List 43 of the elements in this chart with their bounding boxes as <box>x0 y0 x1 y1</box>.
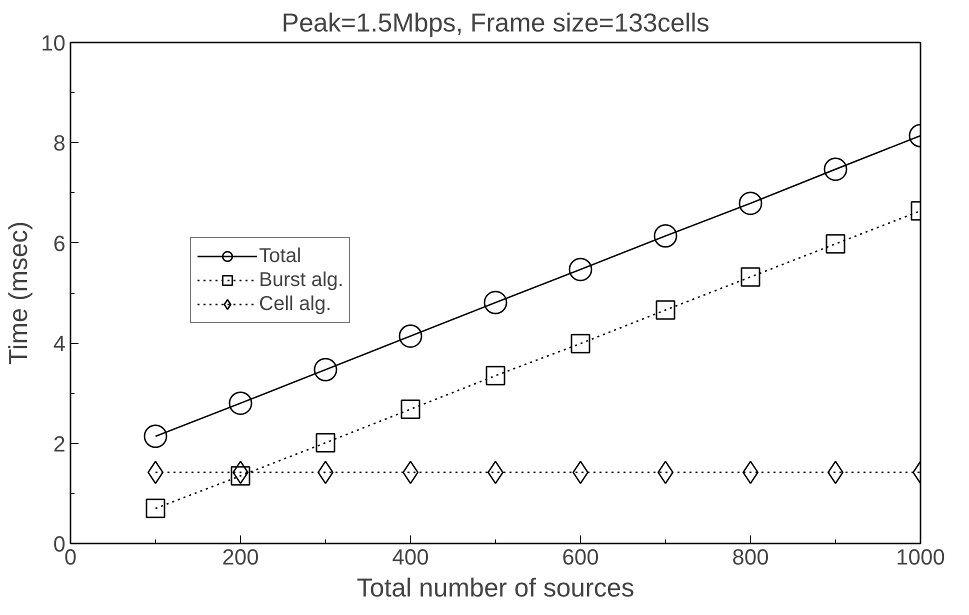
point <box>656 300 676 320</box>
point <box>316 433 336 453</box>
point <box>654 224 678 248</box>
point <box>487 460 504 484</box>
point <box>824 158 848 181</box>
legend-label: Cell alg. <box>259 292 332 316</box>
point <box>230 466 250 486</box>
point <box>572 460 589 484</box>
y-tick-label: 6 <box>53 230 66 256</box>
point <box>484 290 508 314</box>
point <box>400 399 420 419</box>
legend-label: Total <box>259 244 302 268</box>
point <box>146 498 166 518</box>
y-tick-label: 4 <box>53 331 66 356</box>
x-tick-label: 400 <box>392 544 429 570</box>
point <box>147 460 164 484</box>
y-axis-title: Time (msec) <box>3 221 34 365</box>
point <box>317 460 334 484</box>
y-tick-label: 10 <box>41 30 66 56</box>
point <box>742 460 759 484</box>
point <box>826 234 846 254</box>
point <box>398 324 422 348</box>
x-axis-title: Total number of sources <box>356 572 634 602</box>
point <box>738 192 762 216</box>
x-tick-label: 800 <box>732 544 769 570</box>
point <box>402 460 419 484</box>
point <box>232 460 249 484</box>
x-tick-label: 200 <box>222 544 259 570</box>
point <box>486 366 506 386</box>
point <box>570 334 590 354</box>
point <box>740 267 760 287</box>
legend-label: Burst alg. <box>259 268 344 292</box>
point <box>228 391 252 415</box>
y-tick-label: 8 <box>53 130 66 156</box>
point <box>657 460 674 484</box>
point <box>827 460 844 484</box>
x-tick-label: 600 <box>562 544 599 570</box>
y-tick-label: 2 <box>53 431 66 456</box>
chart-title: Peak=1.5Mbps, Frame size=133cells <box>282 8 710 38</box>
point <box>144 424 168 448</box>
x-tick-label: 1000 <box>896 544 945 570</box>
point <box>568 258 592 282</box>
point <box>314 358 338 382</box>
